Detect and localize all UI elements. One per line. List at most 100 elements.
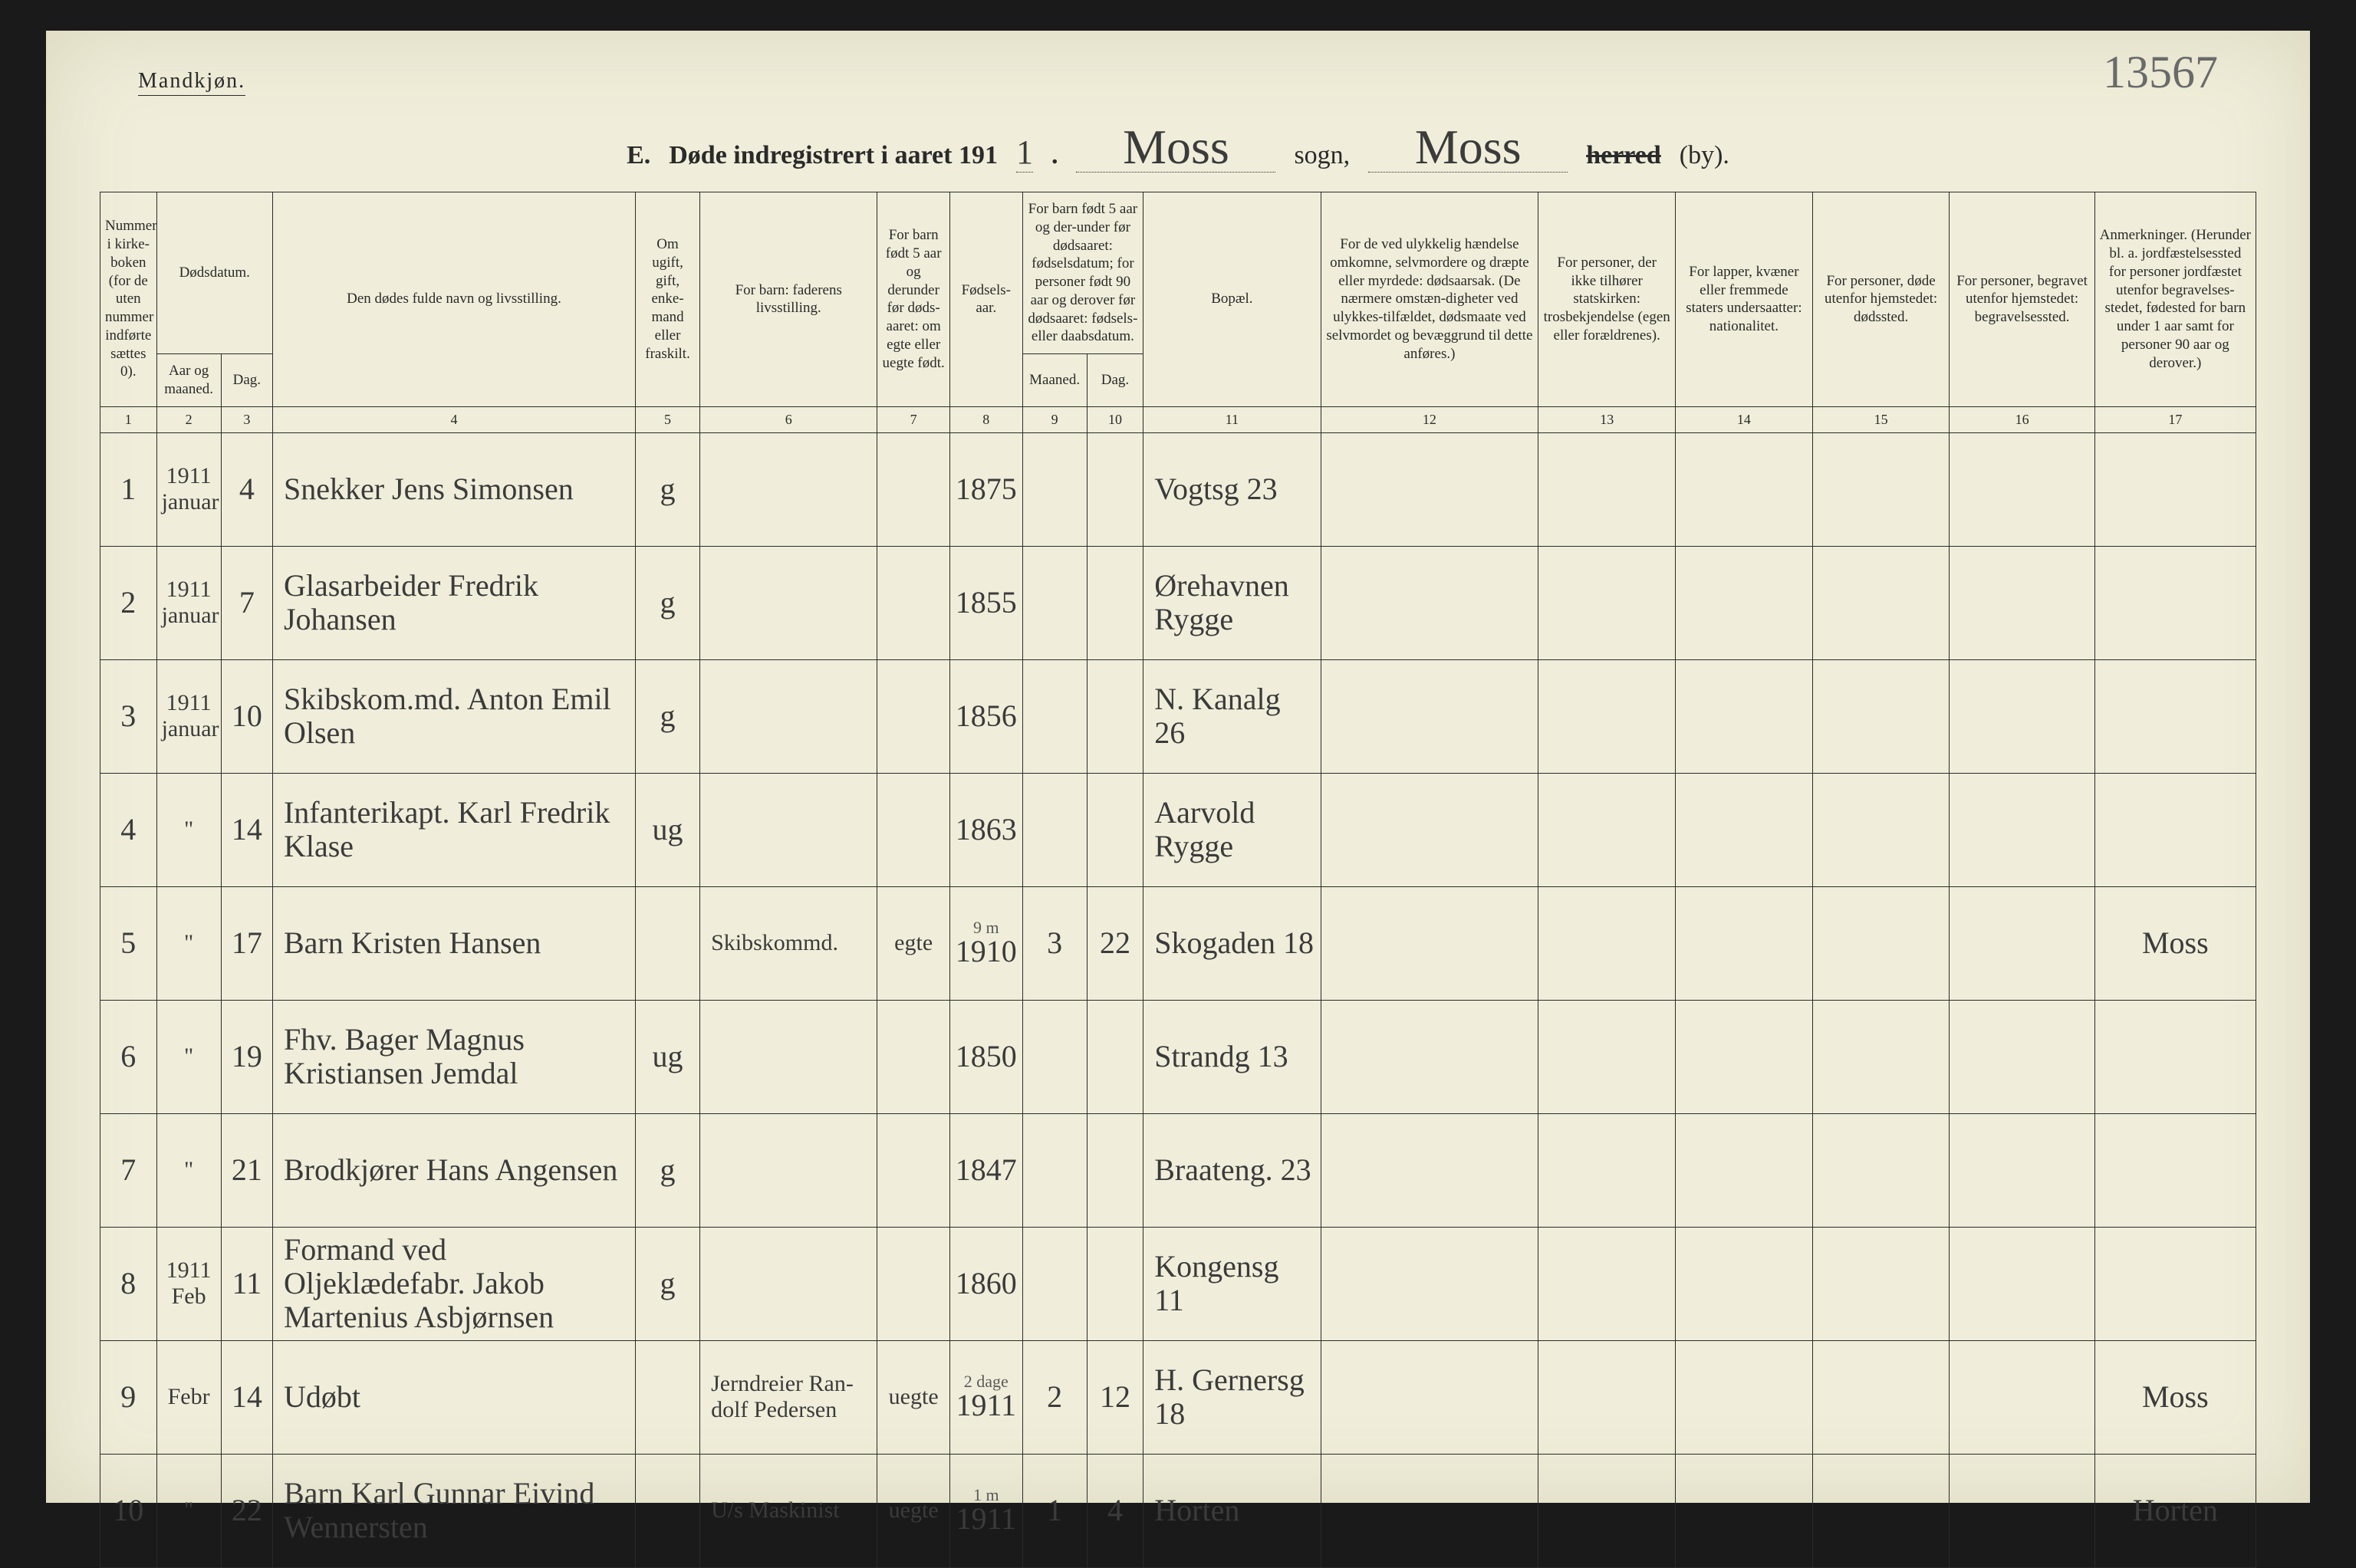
herred-struck: herred bbox=[1586, 141, 1661, 170]
remarks: Moss bbox=[2142, 925, 2209, 960]
father-occupation: Skibskommd. bbox=[711, 930, 838, 955]
legitimacy: uegte bbox=[889, 1497, 939, 1523]
entry-number: 7 bbox=[120, 1152, 136, 1187]
cell-navn: Barn Karl Gunnar Eivind Wennersten bbox=[272, 1454, 635, 1567]
cell-egte: egte bbox=[877, 886, 950, 1000]
table-body: 11911 januar4Snekker Jens Simonseng1875V… bbox=[100, 432, 2256, 1567]
birth-year: 1910 bbox=[956, 934, 1017, 968]
cell-dag: 7 bbox=[221, 546, 272, 659]
residence: Horten bbox=[1154, 1493, 1239, 1527]
cell-num: 1 bbox=[100, 432, 157, 546]
name-occupation: Glasarbeider Fredrik Johansen bbox=[284, 568, 538, 636]
name-occupation: Barn Karl Gunnar Eivind Wennersten bbox=[284, 1476, 594, 1544]
cell-dag: 21 bbox=[221, 1113, 272, 1227]
by-label: (by). bbox=[1680, 141, 1729, 170]
cell-c17 bbox=[2094, 546, 2256, 659]
cell-fm: 3 bbox=[1022, 886, 1087, 1000]
cell-stand bbox=[636, 1454, 700, 1567]
cell-fd: 12 bbox=[1087, 1340, 1143, 1454]
residence: H. Gernersg 18 bbox=[1154, 1363, 1305, 1431]
death-day: 19 bbox=[232, 1039, 262, 1073]
marital-status: g bbox=[660, 585, 676, 620]
cell-num: 9 bbox=[100, 1340, 157, 1454]
birth-day: 12 bbox=[1100, 1379, 1130, 1414]
title-line: E. Døde indregistrert i aaret 1911. Moss… bbox=[46, 123, 2310, 173]
cell-c16 bbox=[1950, 773, 2094, 886]
residence: Aarvold Rygge bbox=[1154, 795, 1255, 863]
death-year-month: 1911 januar bbox=[162, 463, 219, 514]
cell-fd bbox=[1087, 1000, 1143, 1113]
name-occupation: Skibskom.md. Anton Emil Olsen bbox=[284, 682, 611, 750]
cell-faderen bbox=[700, 659, 877, 773]
cell-navn: Barn Kristen Hansen bbox=[272, 886, 635, 1000]
cell-faderen bbox=[700, 1000, 877, 1113]
table-row: 7"21Brodkjører Hans Angenseng1847Braaten… bbox=[100, 1113, 2256, 1227]
residence: N. Kanalg 26 bbox=[1154, 682, 1280, 750]
cell-c17 bbox=[2094, 659, 2256, 773]
cn-7: 7 bbox=[877, 406, 950, 432]
cell-fd bbox=[1087, 659, 1143, 773]
birth-year: 1911 bbox=[956, 1388, 1017, 1422]
remarks: Moss bbox=[2142, 1379, 2209, 1414]
cell-c16 bbox=[1950, 1113, 2094, 1227]
cell-c13 bbox=[1538, 1454, 1676, 1567]
cell-c13 bbox=[1538, 886, 1676, 1000]
name-occupation: Infanterikapt. Karl Fredrik Klase bbox=[284, 795, 610, 863]
cell-stand bbox=[636, 1340, 700, 1454]
h-c12: For de ved ulykkelig hændelse omkomne, s… bbox=[1321, 192, 1538, 407]
cell-num: 5 bbox=[100, 886, 157, 1000]
birth-year: 1863 bbox=[956, 812, 1017, 846]
cell-dag: 10 bbox=[221, 659, 272, 773]
name-occupation: Fhv. Bager Magnus Kristiansen Jemdal bbox=[284, 1022, 525, 1090]
cell-dag: 22 bbox=[221, 1454, 272, 1567]
marital-status: ug bbox=[653, 812, 683, 846]
cell-fm bbox=[1022, 432, 1087, 546]
cell-c16 bbox=[1950, 1000, 2094, 1113]
title-letter: E. bbox=[627, 141, 650, 170]
name-occupation: Barn Kristen Hansen bbox=[284, 925, 541, 960]
cell-aar: 1911 januar bbox=[156, 546, 221, 659]
cell-bopael: Skogaden 18 bbox=[1143, 886, 1321, 1000]
gender-label: Mandkjøn. bbox=[138, 69, 245, 96]
cell-bopael: Braateng. 23 bbox=[1143, 1113, 1321, 1227]
cell-c14 bbox=[1676, 546, 1813, 659]
death-year-month: " bbox=[184, 1044, 193, 1069]
cn-14: 14 bbox=[1676, 406, 1813, 432]
sogn-label: sogn, bbox=[1294, 141, 1350, 170]
cell-faar: 1875 bbox=[949, 432, 1022, 546]
cell-navn: Skibskom.md. Anton Emil Olsen bbox=[272, 659, 635, 773]
cell-aar: Febr bbox=[156, 1340, 221, 1454]
cell-bopael: Kongensg 11 bbox=[1143, 1227, 1321, 1340]
birth-day: 22 bbox=[1100, 925, 1130, 960]
cell-num: 4 bbox=[100, 773, 157, 886]
cell-faderen bbox=[700, 1227, 877, 1340]
cell-c12 bbox=[1321, 773, 1538, 886]
cell-navn: Glasarbeider Fredrik Johansen bbox=[272, 546, 635, 659]
cell-faderen bbox=[700, 1113, 877, 1227]
birth-month: 3 bbox=[1047, 925, 1062, 960]
cell-num: 10 bbox=[100, 1454, 157, 1567]
cell-c12 bbox=[1321, 1340, 1538, 1454]
cell-fm bbox=[1022, 1227, 1087, 1340]
cell-num: 2 bbox=[100, 546, 157, 659]
cell-c13 bbox=[1538, 432, 1676, 546]
cell-num: 7 bbox=[100, 1113, 157, 1227]
cell-c13 bbox=[1538, 546, 1676, 659]
cell-c12 bbox=[1321, 546, 1538, 659]
entry-number: 2 bbox=[120, 585, 136, 620]
h-c16: For personer, begravet utenfor hjemstede… bbox=[1950, 192, 2094, 407]
cell-c12 bbox=[1321, 1227, 1538, 1340]
cell-stand: g bbox=[636, 1113, 700, 1227]
cell-bopael: Ørehavnen Rygge bbox=[1143, 546, 1321, 659]
cell-c13 bbox=[1538, 1227, 1676, 1340]
table-row: 5"17Barn Kristen HansenSkibskommd.egte9 … bbox=[100, 886, 2256, 1000]
cell-fm bbox=[1022, 1000, 1087, 1113]
h-c15: For personer, døde utenfor hjemstedet: d… bbox=[1812, 192, 1950, 407]
cn-8: 8 bbox=[949, 406, 1022, 432]
cell-bopael: H. Gernersg 18 bbox=[1143, 1340, 1321, 1454]
cell-c15 bbox=[1812, 1113, 1950, 1227]
death-year-month: " bbox=[184, 1497, 193, 1523]
table-head: Nummer i kirke-boken (for de uten nummer… bbox=[100, 192, 2256, 433]
cell-navn: Udøbt bbox=[272, 1340, 635, 1454]
marital-status: g bbox=[660, 472, 676, 506]
